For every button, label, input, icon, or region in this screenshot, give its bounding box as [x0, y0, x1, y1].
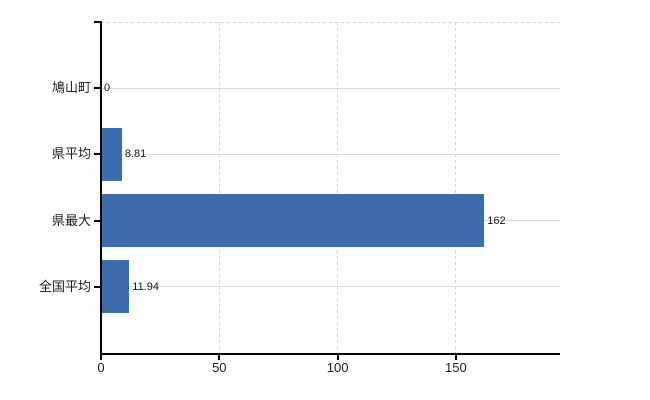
- plot-top-border: [101, 22, 560, 23]
- category-label: 県平均: [51, 146, 91, 162]
- y-axis-tick: [94, 153, 101, 156]
- bar: [101, 260, 130, 314]
- plot-area: 0 8.81 162 11.94: [101, 22, 560, 353]
- y-axis-line: [100, 21, 102, 355]
- vertical-gridline: [455, 22, 457, 353]
- bar-value-label: 0: [104, 82, 111, 95]
- horizontal-gridline: [101, 153, 560, 155]
- bar-value-label: 8.81: [124, 148, 147, 161]
- bar-value-label: 162: [487, 214, 506, 227]
- bar: [101, 194, 485, 248]
- x-axis-line: [100, 353, 560, 355]
- x-axis-tick: [100, 354, 102, 360]
- x-axis-tick: [454, 354, 457, 360]
- x-tick-label: 150: [445, 360, 467, 375]
- bar: [101, 127, 122, 181]
- y-axis-tick: [94, 87, 101, 90]
- x-axis-tick: [336, 354, 339, 360]
- x-tick-label: 0: [97, 360, 105, 375]
- vertical-gridline: [337, 22, 339, 353]
- horizontal-gridline: [101, 87, 560, 89]
- y-axis-top-tick: [94, 21, 101, 23]
- category-label: 県最大: [51, 212, 91, 228]
- bar-value-label: 11.94: [132, 280, 159, 293]
- y-axis-tick: [94, 219, 101, 222]
- vertical-gridline: [218, 22, 220, 353]
- x-tick-label: 100: [326, 360, 349, 375]
- x-axis-tick: [218, 354, 221, 360]
- category-label: 鳩山町: [51, 80, 91, 96]
- x-tick-label: 50: [212, 360, 227, 375]
- horizontal-gridline: [101, 286, 560, 288]
- y-axis-tick: [94, 285, 101, 288]
- category-label: 全国平均: [38, 278, 91, 294]
